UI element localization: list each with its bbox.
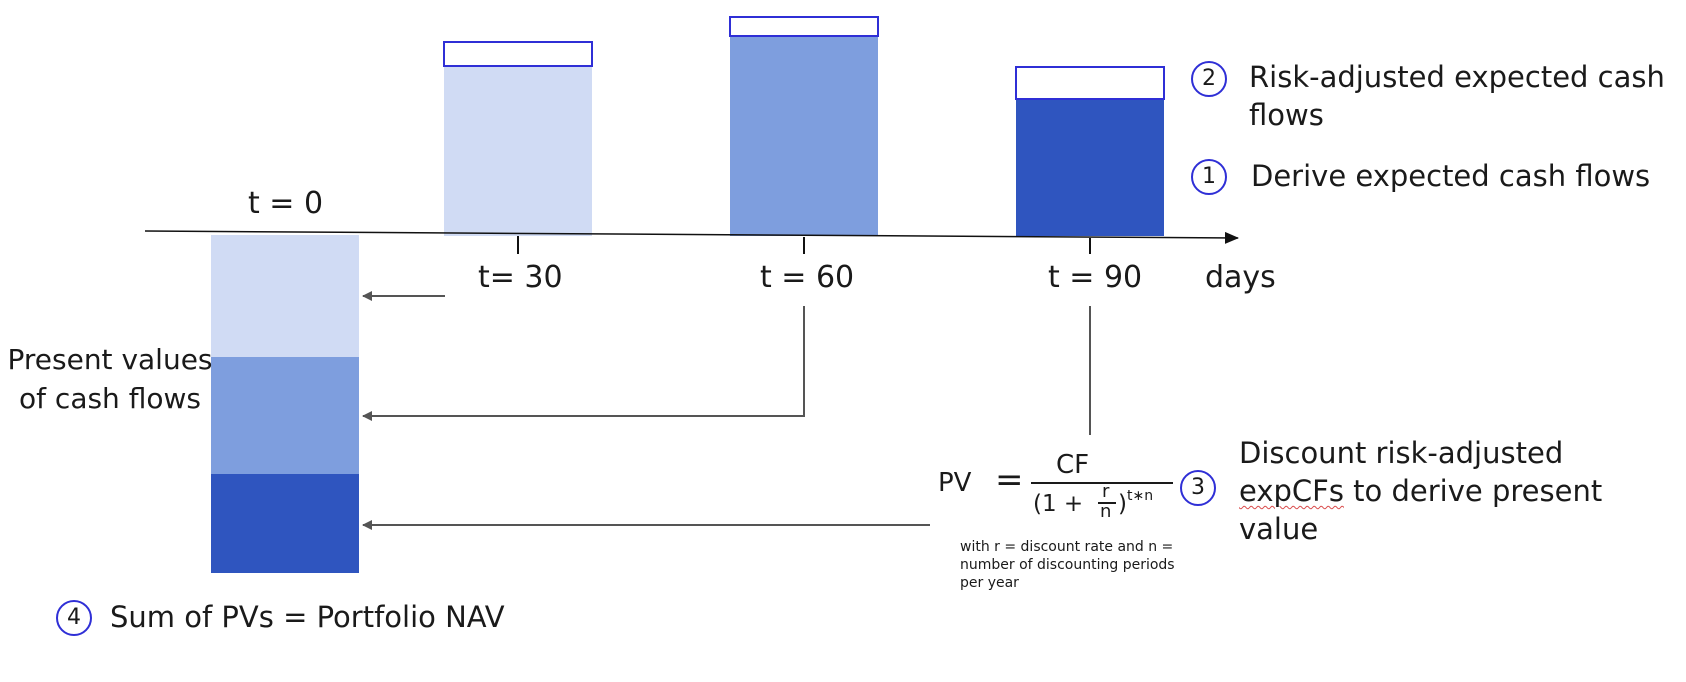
time-axis: [144, 230, 1239, 244]
time-axis-unit: days: [1205, 260, 1276, 295]
step-3-text-post: to derive present value: [1239, 474, 1603, 546]
formula-denominator-close: ): [1118, 491, 1127, 517]
step-badge-3: 3: [1180, 470, 1216, 506]
step-4-text: Sum of PVs = Portfolio NAV: [110, 600, 505, 634]
risk-adjustment-box-t90: [1015, 66, 1165, 100]
formula-denominator-open: (1 +: [1033, 491, 1084, 517]
formula-exponent: t∗n: [1127, 488, 1154, 504]
risk-adjustment-box-t30: [443, 41, 593, 67]
step-3-text: Discount risk-adjusted expCFs to derive …: [1239, 434, 1659, 548]
risk-adjustment-box-t60: [729, 16, 879, 37]
formula-fraction-bar: [1031, 482, 1173, 484]
pv-formula: PV = CF (1 + r n ) t∗n: [938, 448, 1178, 522]
step-badge-1: 1: [1191, 159, 1227, 195]
step-3-text-pre: Discount risk-adjusted: [1239, 436, 1564, 470]
time-label-t90: t = 90: [1048, 260, 1143, 295]
cash-flow-bar-t90: [1016, 99, 1164, 236]
step-badge-2: 2: [1191, 61, 1227, 97]
step-3-text-word: expCFs: [1239, 474, 1344, 508]
pv-segment-t60: [211, 357, 359, 474]
time-label-t60: t = 60: [760, 260, 855, 295]
cash-flow-bar-t60: [730, 36, 878, 236]
step-badge-4: 4: [56, 600, 92, 636]
pv-segment-t90: [211, 474, 359, 573]
formula-rate-bar: [1098, 502, 1116, 504]
time-label-t0: t = 0: [248, 186, 324, 221]
formula-rate: r: [1102, 481, 1110, 502]
cash-flow-bar-t30: [444, 66, 592, 236]
formula-note: with r = discount rate and n = number of…: [960, 539, 1175, 591]
discount-arrow-t60: [362, 306, 805, 421]
pv-segment-t30: [211, 235, 359, 357]
formula-equals: =: [995, 460, 1024, 500]
present-values-label: Present values of cash flows: [7, 343, 213, 415]
step-1-text: Derive expected cash flows: [1251, 159, 1651, 193]
formula-numerator: CF: [1056, 450, 1090, 480]
step-2-text: Risk-adjusted expected cash flows: [1249, 60, 1665, 132]
time-label-t30: t= 30: [478, 260, 563, 295]
formula-periods: n: [1100, 501, 1112, 522]
formula-lhs: PV: [938, 468, 972, 498]
